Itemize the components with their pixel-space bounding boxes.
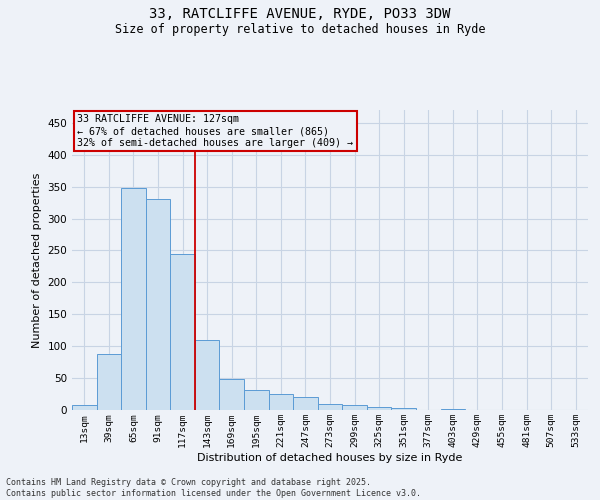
Bar [391, 408, 416, 410]
Bar [367, 407, 391, 410]
Bar [269, 394, 293, 410]
Bar [72, 405, 97, 410]
Bar [146, 200, 170, 410]
Text: 33 RATCLIFFE AVENUE: 127sqm
← 67% of detached houses are smaller (865)
32% of se: 33 RATCLIFFE AVENUE: 127sqm ← 67% of det… [77, 114, 353, 148]
Bar [170, 254, 195, 410]
Text: Contains HM Land Registry data © Crown copyright and database right 2025.
Contai: Contains HM Land Registry data © Crown c… [6, 478, 421, 498]
Bar [195, 340, 220, 410]
Bar [318, 404, 342, 410]
X-axis label: Distribution of detached houses by size in Ryde: Distribution of detached houses by size … [197, 453, 463, 463]
Text: 33, RATCLIFFE AVENUE, RYDE, PO33 3DW: 33, RATCLIFFE AVENUE, RYDE, PO33 3DW [149, 8, 451, 22]
Bar [293, 396, 318, 410]
Bar [121, 188, 146, 410]
Bar [220, 380, 244, 410]
Bar [97, 354, 121, 410]
Bar [342, 405, 367, 410]
Text: Size of property relative to detached houses in Ryde: Size of property relative to detached ho… [115, 22, 485, 36]
Y-axis label: Number of detached properties: Number of detached properties [32, 172, 42, 348]
Bar [244, 390, 269, 410]
Bar [440, 408, 465, 410]
